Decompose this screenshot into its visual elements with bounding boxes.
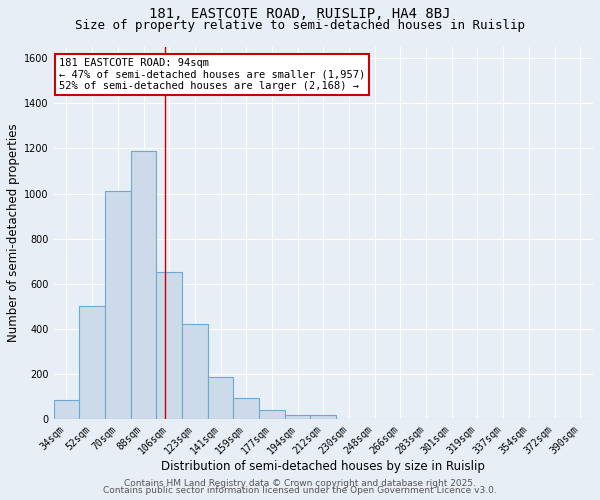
Text: Contains HM Land Registry data © Crown copyright and database right 2025.: Contains HM Land Registry data © Crown c… (124, 478, 476, 488)
Bar (79, 306, 105, 419)
Bar (259, 410, 285, 419)
Text: 181, EASTCOTE ROAD, RUISLIP, HA4 8BJ: 181, EASTCOTE ROAD, RUISLIP, HA4 8BJ (149, 8, 451, 22)
X-axis label: Distribution of semi-detached houses by size in Ruislip: Distribution of semi-detached houses by … (161, 460, 485, 473)
Text: Contains public sector information licensed under the Open Government Licence v3: Contains public sector information licen… (103, 486, 497, 495)
Text: 181 EASTCOTE ROAD: 94sqm
← 47% of semi-detached houses are smaller (1,957)
52% o: 181 EASTCOTE ROAD: 94sqm ← 47% of semi-d… (59, 58, 365, 92)
Bar (182, 324, 208, 419)
Y-axis label: Number of semi-detached properties: Number of semi-detached properties (7, 124, 20, 342)
Bar (310, 414, 336, 419)
Bar (131, 150, 157, 419)
Bar (53, 400, 79, 419)
Bar (105, 192, 131, 419)
Text: Size of property relative to semi-detached houses in Ruislip: Size of property relative to semi-detach… (75, 18, 525, 32)
Bar (233, 398, 259, 419)
Bar (285, 414, 310, 419)
Bar (208, 378, 233, 419)
Bar (157, 272, 182, 419)
